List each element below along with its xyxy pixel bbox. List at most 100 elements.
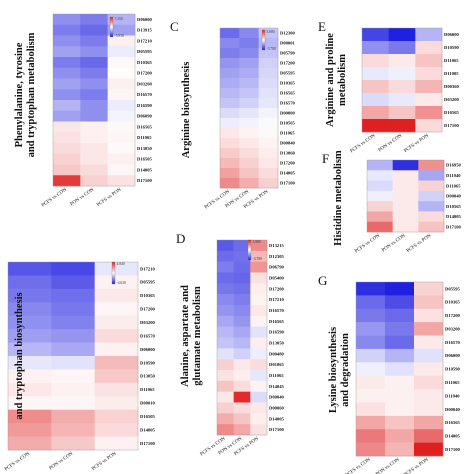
heatmap-cell	[356, 362, 386, 376]
heatmap-cell	[250, 370, 268, 382]
heatmap-cell	[220, 78, 240, 89]
heatmap-cell	[80, 100, 108, 112]
heatmap-cell	[414, 282, 444, 296]
heatmap-cell	[51, 436, 95, 451]
heatmap-cell	[258, 68, 279, 79]
heatmap-cell	[107, 143, 136, 155]
heatmap-cell	[53, 35, 81, 47]
heatmap-cell	[415, 106, 443, 120]
pathway-title: Alanine, aspartate and	[180, 285, 191, 387]
heatmap-cell	[414, 362, 444, 376]
row-label: D16565	[444, 110, 460, 115]
heatmap-cell	[94, 409, 139, 424]
row-label: D14005	[269, 416, 285, 421]
heatmap-cell	[392, 211, 419, 223]
colorbar	[109, 16, 114, 38]
heatmap-cell	[385, 442, 415, 457]
heatmap-cell	[356, 308, 386, 323]
row-label: D16570	[269, 308, 285, 313]
heatmap-cell	[80, 67, 108, 79]
heatmap-cell	[239, 88, 259, 99]
column-label: PON vs CON	[381, 233, 407, 253]
heatmap-cell	[418, 170, 445, 181]
heatmap-cell	[80, 153, 108, 165]
heatmap-cell	[239, 68, 259, 79]
heatmap-cell	[415, 93, 443, 107]
heatmap-cell	[220, 108, 240, 119]
heatmap-cell	[233, 424, 251, 436]
heatmap-cell	[107, 100, 136, 112]
heatmap-cell	[94, 288, 139, 303]
heatmap-cell	[51, 329, 95, 343]
heatmap-cell	[80, 89, 108, 101]
row-label: D16565	[445, 420, 461, 425]
heatmap-cell	[217, 240, 234, 252]
heatmap-cell	[250, 250, 268, 262]
heatmap-cell	[107, 57, 136, 69]
heatmap-cell	[8, 288, 52, 303]
heatmap-cell	[392, 190, 419, 202]
heatmap-cell	[392, 180, 419, 192]
heatmap-cell	[51, 262, 95, 276]
heatmap-cell	[362, 54, 389, 68]
heatmap-cell	[220, 98, 240, 109]
heatmap-cell	[94, 342, 139, 357]
row-label: D17100	[269, 427, 285, 432]
heatmap-cell	[107, 67, 136, 79]
heatmap-cell	[250, 315, 268, 327]
heatmap-cell	[415, 54, 443, 68]
heatmap-panel: D06000 D10590 D11065 D11005 D00360 D03200 D165…	[318, 19, 460, 154]
heatmap-cell	[356, 348, 386, 363]
colorbar-max-label: 3.800	[267, 30, 275, 34]
row-label: D11065	[446, 183, 461, 188]
heatmap-cell	[217, 391, 234, 403]
heatmap-cell	[258, 88, 279, 99]
heatmap-cell	[53, 110, 81, 122]
row-label: D11065	[269, 373, 284, 378]
heatmap-cell	[8, 382, 52, 397]
colorbar-max-label: 4.840	[117, 262, 125, 266]
heatmap-cell	[217, 250, 234, 262]
row-label: D00001	[280, 41, 296, 46]
heatmap-cell	[233, 272, 251, 284]
row-label: D01065	[269, 362, 285, 367]
heatmap-cell	[107, 153, 136, 165]
heatmap-cell	[367, 160, 393, 171]
heatmap-cell	[258, 78, 279, 89]
heatmap-cell	[418, 160, 445, 171]
row-label: D17210	[269, 297, 285, 302]
heatmap-cell	[53, 175, 81, 187]
heatmap-cell	[233, 337, 251, 349]
colorbar	[261, 29, 266, 51]
heatmap-cell	[356, 295, 386, 310]
heatmap-cell	[220, 68, 240, 79]
heatmap-cell	[8, 315, 52, 330]
heatmap-cell	[53, 67, 81, 79]
row-label: D05595	[140, 280, 156, 285]
heatmap-cell	[217, 337, 234, 349]
row-label: D00040	[445, 407, 461, 412]
heatmap-cell	[250, 283, 268, 295]
heatmap-cell	[107, 89, 136, 101]
row-label: D05790	[280, 51, 296, 56]
row-label: D10365	[280, 81, 296, 86]
heatmap-cell	[217, 348, 234, 360]
heatmap-cell	[94, 369, 139, 384]
heatmap-cell	[367, 211, 393, 223]
row-label: D13050	[137, 146, 153, 151]
row-label: D00000	[280, 111, 296, 116]
row-label: D13060	[280, 151, 296, 156]
heatmap-cell	[80, 78, 108, 90]
heatmap-cell	[53, 132, 81, 144]
heatmap-cell	[8, 356, 52, 370]
row-label: D17210	[137, 38, 153, 43]
column-label: PCFS vs CON	[345, 457, 372, 474]
heatmap-cell	[94, 396, 139, 411]
heatmap-cell	[107, 132, 136, 144]
heatmap-cell	[220, 168, 240, 179]
row-label: D00010	[140, 401, 156, 406]
heatmap-cell	[250, 326, 268, 338]
heatmap-cell	[414, 442, 444, 457]
heatmap-cell	[51, 356, 95, 370]
heatmap-cell	[217, 326, 234, 338]
